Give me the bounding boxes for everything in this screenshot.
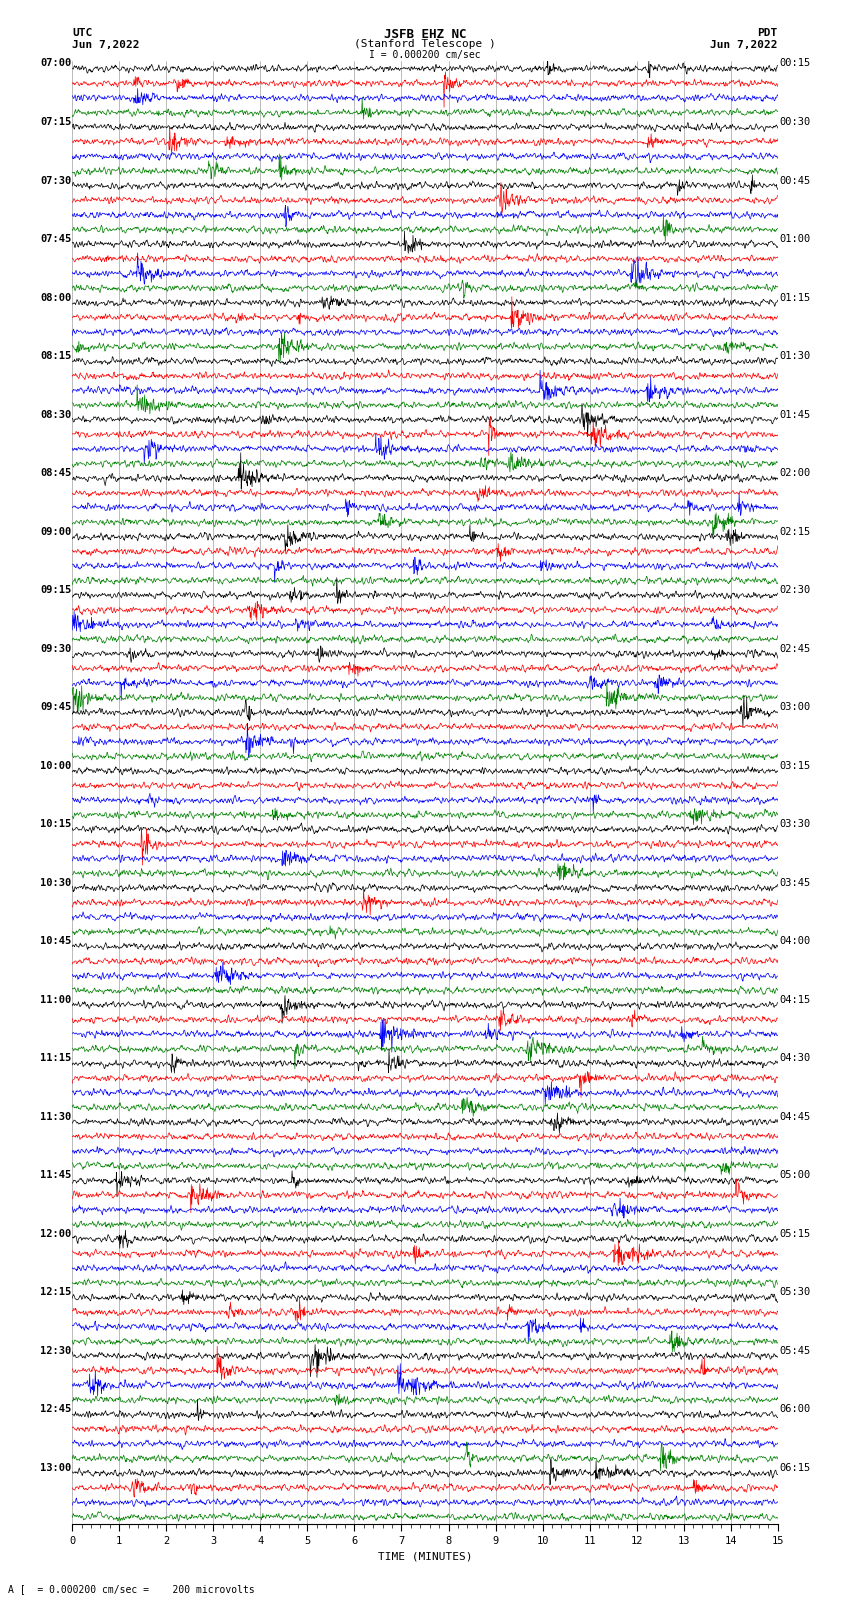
Text: 07:00: 07:00 — [40, 58, 71, 68]
Text: 03:45: 03:45 — [779, 877, 811, 887]
Text: 01:00: 01:00 — [779, 234, 811, 244]
Text: Jun 7,2022: Jun 7,2022 — [711, 40, 778, 50]
Text: UTC: UTC — [72, 29, 93, 39]
Text: PDT: PDT — [757, 29, 778, 39]
Text: 04:30: 04:30 — [779, 1053, 811, 1063]
Text: 06:15: 06:15 — [779, 1463, 811, 1473]
Text: 08:45: 08:45 — [40, 468, 71, 477]
Text: 00:45: 00:45 — [779, 176, 811, 185]
Text: 05:00: 05:00 — [779, 1171, 811, 1181]
Text: 12:45: 12:45 — [40, 1405, 71, 1415]
Text: 04:45: 04:45 — [779, 1111, 811, 1123]
Text: 02:15: 02:15 — [779, 527, 811, 537]
Text: 08:30: 08:30 — [40, 410, 71, 419]
X-axis label: TIME (MINUTES): TIME (MINUTES) — [377, 1552, 473, 1561]
Text: 12:00: 12:00 — [40, 1229, 71, 1239]
Text: 00:15: 00:15 — [779, 58, 811, 68]
Text: 03:00: 03:00 — [779, 702, 811, 713]
Text: (Stanford Telescope ): (Stanford Telescope ) — [354, 39, 496, 48]
Text: 01:30: 01:30 — [779, 352, 811, 361]
Text: 08:15: 08:15 — [40, 352, 71, 361]
Text: 10:15: 10:15 — [40, 819, 71, 829]
Text: 01:15: 01:15 — [779, 292, 811, 303]
Text: 12:15: 12:15 — [40, 1287, 71, 1297]
Text: 07:15: 07:15 — [40, 118, 71, 127]
Text: 10:45: 10:45 — [40, 936, 71, 947]
Text: 07:45: 07:45 — [40, 234, 71, 244]
Text: 05:45: 05:45 — [779, 1345, 811, 1357]
Text: 01:45: 01:45 — [779, 410, 811, 419]
Text: 03:15: 03:15 — [779, 761, 811, 771]
Text: JSFB EHZ NC: JSFB EHZ NC — [383, 29, 467, 42]
Text: 00:30: 00:30 — [779, 118, 811, 127]
Text: 02:30: 02:30 — [779, 586, 811, 595]
Text: 04:00: 04:00 — [779, 936, 811, 947]
Text: A [  = 0.000200 cm/sec =    200 microvolts: A [ = 0.000200 cm/sec = 200 microvolts — [8, 1584, 255, 1594]
Text: 12:30: 12:30 — [40, 1345, 71, 1357]
Text: 11:30: 11:30 — [40, 1111, 71, 1123]
Text: 09:45: 09:45 — [40, 702, 71, 713]
Text: Jun 7,2022: Jun 7,2022 — [72, 40, 139, 50]
Text: 11:45: 11:45 — [40, 1171, 71, 1181]
Text: 10:30: 10:30 — [40, 877, 71, 887]
Text: 13:00: 13:00 — [40, 1463, 71, 1473]
Text: 04:15: 04:15 — [779, 995, 811, 1005]
Text: I = 0.000200 cm/sec: I = 0.000200 cm/sec — [369, 50, 481, 60]
Text: 06:00: 06:00 — [779, 1405, 811, 1415]
Text: 02:45: 02:45 — [779, 644, 811, 653]
Text: 05:15: 05:15 — [779, 1229, 811, 1239]
Text: 09:00: 09:00 — [40, 527, 71, 537]
Text: 11:00: 11:00 — [40, 995, 71, 1005]
Text: 09:15: 09:15 — [40, 586, 71, 595]
Text: 11:15: 11:15 — [40, 1053, 71, 1063]
Text: 08:00: 08:00 — [40, 292, 71, 303]
Text: 05:30: 05:30 — [779, 1287, 811, 1297]
Text: 10:00: 10:00 — [40, 761, 71, 771]
Text: 07:30: 07:30 — [40, 176, 71, 185]
Text: 03:30: 03:30 — [779, 819, 811, 829]
Text: 09:30: 09:30 — [40, 644, 71, 653]
Text: 02:00: 02:00 — [779, 468, 811, 477]
